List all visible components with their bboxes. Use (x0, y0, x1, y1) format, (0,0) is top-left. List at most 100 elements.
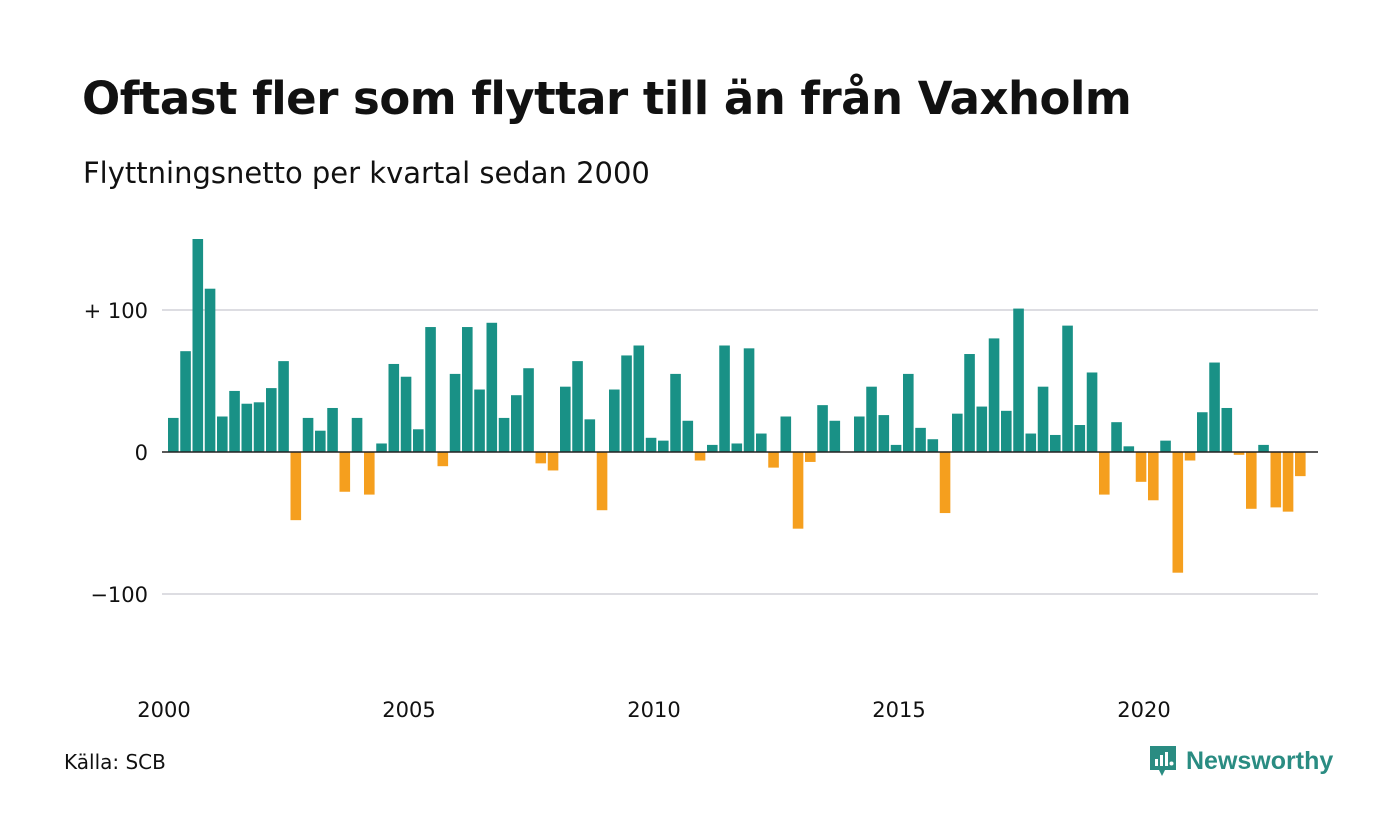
y-tick-label: −100 (90, 583, 148, 607)
bar (903, 373, 914, 452)
newsworthy-logo-icon (1150, 746, 1176, 776)
bar (192, 239, 204, 452)
bar (1148, 452, 1159, 501)
bar (413, 429, 424, 452)
bar (878, 415, 890, 452)
bar (1184, 452, 1196, 461)
bar (756, 433, 767, 452)
bar (1233, 452, 1245, 455)
bar (1013, 308, 1024, 452)
bar (266, 388, 277, 452)
bar (486, 322, 498, 452)
bar (670, 373, 681, 452)
bar (327, 407, 338, 452)
bar (1258, 444, 1269, 452)
bar (707, 444, 718, 452)
bar (523, 368, 534, 452)
bar (1221, 407, 1233, 452)
bar (1062, 325, 1073, 452)
bar (1160, 440, 1171, 452)
bar (792, 452, 804, 529)
bar (229, 390, 240, 452)
bar (952, 413, 963, 452)
bar (645, 437, 657, 452)
bar (1172, 452, 1184, 573)
bar (1050, 434, 1061, 452)
bar (609, 389, 620, 452)
bar (425, 327, 436, 452)
x-tick-label: 2015 (872, 698, 925, 722)
bar (596, 452, 608, 511)
gridlines (162, 309, 1318, 595)
y-tick-label: + 100 (84, 299, 148, 323)
bar (584, 419, 596, 452)
bar (1074, 425, 1086, 452)
bar (731, 443, 743, 452)
bar (1209, 362, 1220, 452)
bar (388, 363, 400, 452)
bar (743, 348, 755, 452)
bar (1099, 452, 1110, 495)
bar (1025, 433, 1037, 452)
bar (400, 376, 412, 452)
bar (376, 443, 387, 452)
bar (1295, 452, 1306, 477)
bar (204, 288, 216, 452)
bar (339, 452, 351, 492)
bar (1086, 372, 1098, 452)
bar (315, 430, 326, 452)
bar (915, 427, 926, 452)
bar (829, 420, 841, 452)
bar (535, 452, 547, 464)
bar (351, 417, 363, 452)
bar (560, 386, 571, 452)
bar (1246, 452, 1257, 509)
bar (633, 345, 645, 452)
bar (437, 452, 449, 467)
brand-logo[interactable]: Newsworthy (1148, 744, 1333, 778)
bar (474, 389, 485, 452)
bar (890, 444, 902, 452)
bar (498, 417, 510, 452)
bar (682, 420, 694, 452)
bar (621, 355, 632, 452)
brand-name: Newsworthy (1186, 746, 1334, 775)
x-tick-label: 2005 (382, 698, 435, 722)
y-tick-label: 0 (135, 441, 148, 465)
bars (168, 239, 1306, 573)
bar (1037, 386, 1049, 452)
bar (719, 345, 730, 452)
bar (854, 416, 865, 452)
bar (976, 406, 988, 452)
bar (780, 416, 792, 452)
bar (278, 361, 289, 452)
bar (817, 405, 828, 452)
bar (768, 452, 779, 468)
bar (866, 386, 877, 452)
bar (241, 403, 253, 452)
bar (1111, 422, 1122, 452)
bar (964, 354, 975, 452)
bar (290, 452, 302, 521)
bar (180, 351, 191, 452)
bar (168, 417, 179, 452)
bar (805, 452, 816, 462)
x-tick-label: 2010 (627, 698, 680, 722)
chart-title: Oftast fler som flyttar till än från Vax… (82, 72, 1132, 125)
bar (1197, 412, 1208, 452)
bar (1135, 452, 1147, 482)
source-note: Källa: SCB (64, 750, 166, 774)
chart-subtitle: Flyttningsnetto per kvartal sedan 2000 (83, 156, 650, 190)
bar (364, 452, 375, 495)
bar (462, 327, 473, 452)
bar (1001, 410, 1012, 452)
x-tick-label: 2000 (137, 698, 190, 722)
bar (217, 416, 228, 452)
bar (694, 452, 706, 461)
bar (939, 452, 951, 514)
bar (253, 402, 265, 452)
bar (449, 373, 461, 452)
bar (572, 361, 583, 452)
axis-labels: + 100 0 −100 2000 2005 2010 2015 2020 (84, 299, 1171, 722)
bar (927, 439, 939, 452)
